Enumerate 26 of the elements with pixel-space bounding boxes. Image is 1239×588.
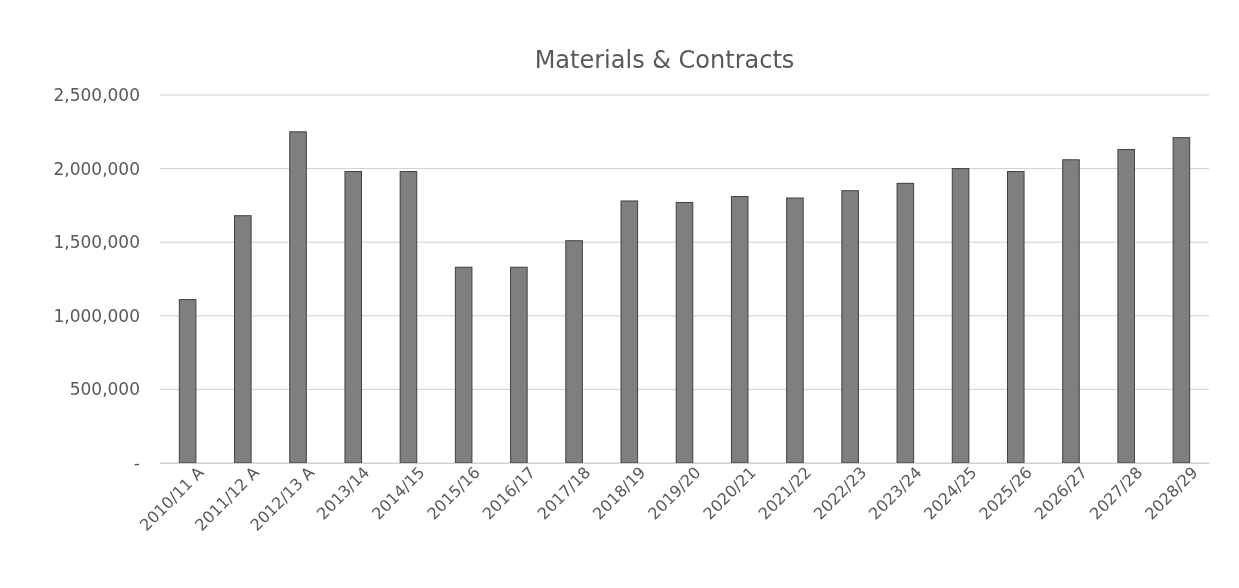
bar	[841, 190, 859, 464]
bar	[565, 240, 583, 464]
bar	[399, 171, 418, 464]
bar	[1117, 148, 1135, 464]
bar	[510, 266, 528, 464]
bar	[786, 197, 804, 464]
y-tick-label: 1,500,000	[53, 232, 140, 253]
chart-title: Materials & Contracts	[534, 46, 795, 74]
bar	[454, 266, 473, 464]
bar	[289, 131, 307, 464]
y-tick-label: 1,000,000	[53, 305, 140, 326]
bar	[620, 200, 639, 464]
bar	[178, 299, 197, 464]
bar	[675, 201, 694, 464]
bar	[344, 171, 363, 464]
bar	[234, 215, 252, 464]
y-tick-label: -	[133, 452, 140, 473]
bar	[730, 196, 749, 464]
bar	[1062, 159, 1080, 464]
bar	[1006, 171, 1025, 464]
bar	[896, 182, 915, 464]
bar	[1172, 137, 1191, 464]
y-tick-label: 2,000,000	[53, 158, 140, 179]
y-tick-label: 2,500,000	[53, 84, 140, 105]
y-tick-label: 500,000	[69, 379, 140, 400]
bar	[951, 168, 970, 464]
